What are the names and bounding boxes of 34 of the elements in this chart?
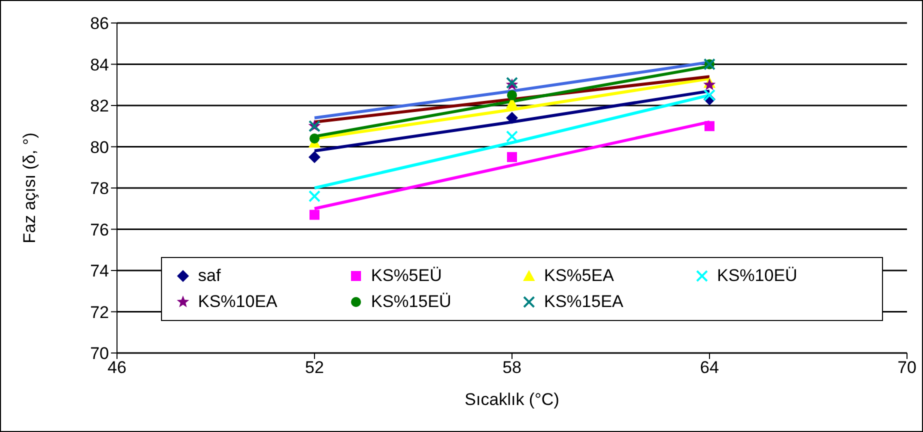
legend-label: saf	[198, 266, 221, 286]
point	[308, 151, 320, 164]
point	[704, 121, 714, 132]
point	[703, 78, 716, 90]
point	[507, 90, 517, 100]
y-tick-label: 78	[90, 179, 109, 198]
y-tick-label: 76	[90, 220, 109, 240]
x-tick-label: 58	[502, 358, 522, 378]
y-tick-label: 74	[90, 262, 109, 281]
legend-label: KS%10EÜ	[717, 266, 798, 286]
legend-label: KS%15EÜ	[371, 292, 452, 312]
x-tick-label: 70	[898, 358, 916, 378]
y-axis-title: Faz açısı (δ, °)	[20, 132, 40, 244]
x-tick-label: 52	[305, 358, 324, 378]
point	[308, 190, 320, 202]
x-tick-label: 46	[108, 358, 126, 378]
y-tick-label: 86	[90, 14, 109, 34]
legend-label: KS%10EA	[198, 292, 278, 312]
y-tick-label: 84	[90, 55, 109, 74]
point	[507, 152, 517, 162]
x-tick-label: 64	[700, 358, 719, 378]
x-axis-title: Sıcaklık (°C)	[464, 390, 560, 410]
y-tick-label: 80	[90, 138, 109, 157]
point	[506, 112, 518, 124]
legend-label: KS%5EÜ	[371, 266, 442, 286]
y-tick-label: 70	[90, 344, 109, 364]
y-tick-label: 82	[90, 96, 109, 116]
point	[310, 210, 320, 220]
y-tick-label: 72	[90, 302, 109, 322]
legend-label: KS%5EA	[544, 266, 614, 286]
point	[506, 130, 518, 142]
legend-label: KS%15EA	[544, 292, 624, 312]
point	[310, 134, 320, 144]
point	[704, 89, 716, 102]
